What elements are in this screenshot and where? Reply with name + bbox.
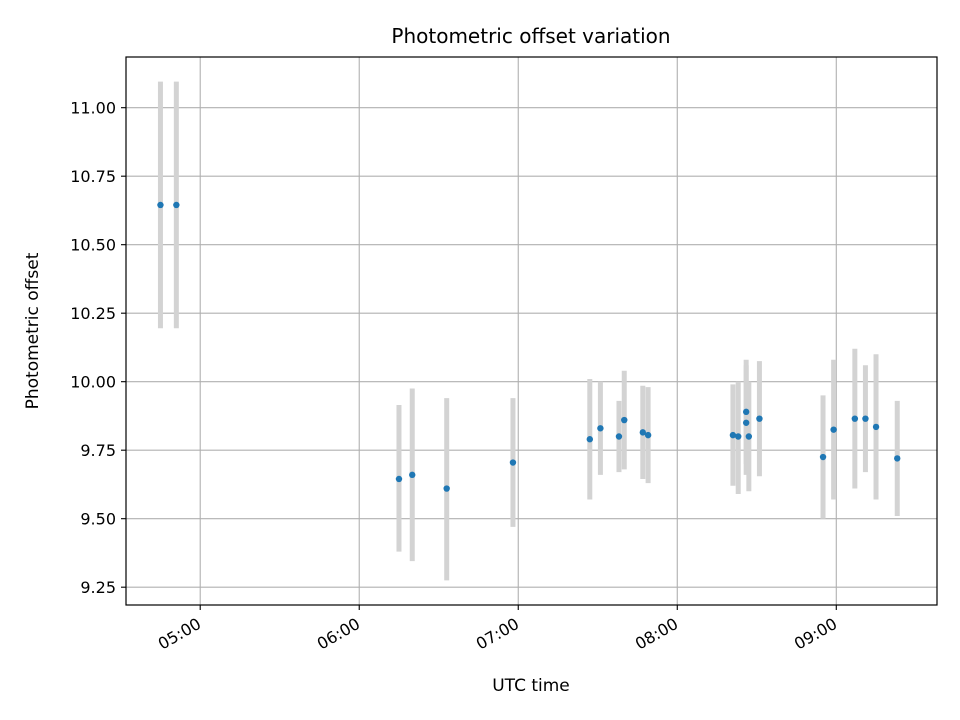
data-point: [894, 455, 901, 462]
data-point: [509, 459, 517, 466]
grid: [126, 57, 937, 605]
data-point: [639, 429, 647, 436]
data-point: [615, 433, 623, 440]
data-points: [157, 201, 901, 492]
data-point: [729, 431, 737, 439]
data-point: [173, 201, 180, 209]
y-tick-label: 10.50: [70, 236, 116, 255]
data-point: [819, 453, 827, 461]
data-point: [644, 431, 652, 439]
y-axis-title: Photometric offset: [23, 252, 43, 409]
data-point: [586, 436, 594, 443]
y-tick-label: 10.75: [70, 167, 116, 186]
y-tick-label: 9.75: [80, 441, 116, 460]
y-tick-label: 10.25: [70, 304, 116, 323]
data-point: [742, 408, 750, 416]
y-tick-label: 9.25: [80, 578, 116, 597]
y-tick-label: 11.00: [70, 99, 116, 118]
data-point: [597, 425, 604, 432]
data-point: [756, 415, 763, 422]
data-point: [745, 433, 753, 440]
data-point: [395, 475, 403, 483]
data-point: [735, 433, 742, 440]
data-point: [443, 485, 450, 492]
data-point: [862, 415, 869, 422]
data-point: [851, 415, 859, 422]
data-point: [409, 471, 416, 479]
data-point: [742, 419, 750, 426]
y-tick-label: 9.50: [80, 510, 116, 529]
data-point: [872, 423, 880, 431]
plot-frame: [125, 56, 938, 606]
y-tick-label: 10.00: [70, 373, 116, 392]
data-point: [621, 416, 628, 424]
data-point: [157, 201, 164, 209]
y-axis: 9.25 9.50 9.75 10.00 10.25 10.50 10.75 11.00: [70, 99, 126, 597]
chart-title: Photometric offset variation: [391, 24, 670, 48]
data-point: [830, 426, 837, 433]
x-axis-title: UTC time: [492, 676, 570, 696]
